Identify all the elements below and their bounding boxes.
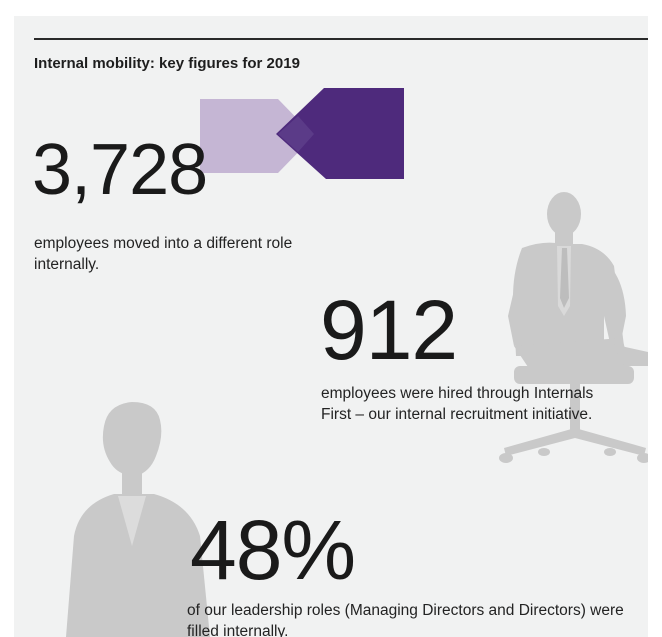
stat-description-moves: employees moved into a different role in… [34,235,293,273]
stat-figure-hires: 912 [320,283,458,377]
chevron-arrow-shapes-icon [200,88,404,179]
standing-woman-silhouette-icon [66,402,210,637]
stat-description-leadership: of our leadership roles (Managing Direct… [187,602,624,637]
infographic-panel: Internal mobility: key figures for 2019 … [14,16,648,637]
stat-description-hires: employees were hired through Internals F… [321,385,594,423]
top-divider [34,38,648,40]
page-title: Internal mobility: key figures for 2019 [34,55,300,72]
stat-figure-moves: 3,728 [32,130,208,210]
stat-figure-leadership: 48% [190,503,356,597]
seated-businessman-silhouette-icon [499,192,648,463]
